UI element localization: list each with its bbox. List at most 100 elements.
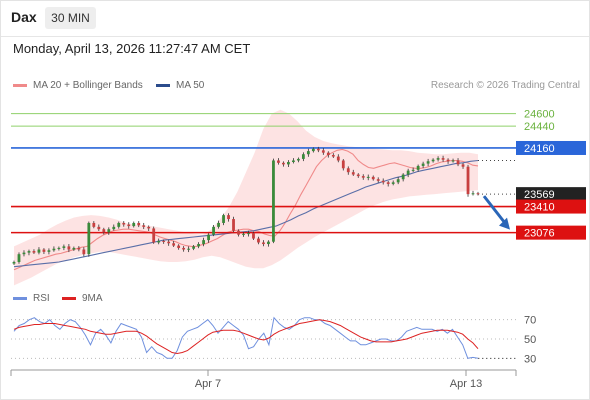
candle-body [92, 222, 96, 227]
candle-body [72, 247, 76, 250]
candle-body [431, 159, 435, 162]
candle-body [257, 238, 260, 243]
candle-body [341, 160, 345, 169]
candle-body [426, 161, 430, 164]
candle-body [252, 233, 255, 239]
projection-arrow-head [499, 217, 510, 230]
bollinger-band [14, 109, 478, 286]
level-tag-23410 [516, 199, 586, 214]
candle-body [142, 225, 146, 227]
candle-body [371, 176, 375, 180]
rsi-line [13, 316, 479, 359]
candle-body [391, 182, 395, 184]
legend-ma20: MA 20 + Bollinger Bands [13, 80, 143, 91]
candle-body [232, 219, 235, 231]
candle-body [82, 249, 86, 255]
candle-body [331, 155, 335, 157]
candle-body [62, 246, 66, 248]
candle-body [222, 215, 225, 223]
candle-body [212, 226, 215, 235]
candle-body [306, 151, 310, 155]
rsi-tick-label-50: 50 [524, 334, 536, 346]
candle-body [152, 228, 156, 243]
candle-body [311, 148, 315, 152]
candle-body [277, 160, 280, 163]
candle-body [421, 163, 425, 166]
rsi-ma-line [13, 319, 479, 355]
candle-body [346, 168, 350, 173]
candle-body [37, 249, 41, 253]
candle-body [192, 246, 196, 249]
candle-body [406, 170, 410, 175]
candle-body [57, 247, 61, 249]
candle-body [411, 169, 415, 171]
candle-body [112, 226, 116, 230]
candle-body [177, 245, 181, 248]
candle-body [456, 160, 460, 165]
legend-rsi-ma: 9MA [62, 293, 103, 304]
candle-body [202, 240, 205, 245]
x-axis-label: Apr 7 [195, 378, 221, 390]
candle-body [22, 252, 26, 255]
candle-body [12, 262, 16, 264]
level-tag-23076 [516, 225, 586, 240]
candle-body [316, 148, 320, 151]
x-axis-label: Apr 13 [450, 378, 482, 390]
level-tag-23569 [516, 187, 586, 202]
chart-header: Dax 30 MIN [0, 0, 590, 37]
candle-body [436, 158, 440, 160]
candle-body [366, 176, 370, 178]
candle-body [237, 230, 240, 235]
candle-body [167, 241, 171, 244]
candle-body [262, 242, 265, 245]
candle-body [207, 234, 210, 241]
candle-body [272, 160, 275, 242]
candle-body [97, 226, 101, 230]
level-label-23076: 23076 [524, 228, 555, 240]
candle-body [87, 222, 91, 255]
candle-body [147, 226, 151, 229]
candle-body [127, 224, 131, 227]
level-label-24160: 24160 [524, 143, 555, 155]
ma20-line [13, 148, 479, 271]
candle-body [137, 222, 141, 226]
candle-body [471, 193, 475, 195]
candle-body [117, 222, 121, 227]
legend-ma50: MA 50 [156, 80, 204, 91]
legend-ma50-label: MA 50 [176, 80, 205, 91]
research-credit: Research © 2026 Trading Central [430, 80, 580, 91]
candle-body [132, 222, 136, 227]
candle-body [187, 248, 191, 250]
candle-body [157, 240, 161, 243]
candle-body [401, 174, 405, 180]
candle-body [47, 250, 51, 252]
candle-body [27, 251, 31, 253]
candle-body [67, 246, 71, 250]
candle-body [416, 165, 420, 170]
candle-body [172, 243, 176, 246]
legend-rsi: RSI [13, 293, 50, 304]
candle-body [247, 233, 250, 235]
candle-body [32, 251, 36, 253]
candle-body [227, 215, 230, 220]
candle-body [242, 233, 245, 235]
candle-body [476, 193, 480, 195]
level-label-24440: 24440 [524, 121, 555, 133]
candle-body [182, 247, 186, 250]
candle-body [102, 229, 106, 233]
candle-body [336, 156, 340, 161]
candle-body [301, 154, 305, 159]
timeframe-button[interactable]: 30 MIN [45, 7, 96, 29]
rsi-ma-swatch [62, 297, 76, 300]
candle-body [287, 162, 290, 165]
candle-body [461, 164, 465, 167]
candle-body [321, 150, 325, 153]
candle-body [356, 174, 360, 177]
candle-body [42, 249, 46, 252]
candle-body [446, 159, 450, 162]
candle-body [122, 222, 126, 225]
candle-body [162, 240, 166, 242]
projection-arrow-shaft [482, 195, 509, 227]
candle-body [381, 180, 385, 183]
level-label-23410: 23410 [524, 202, 555, 214]
